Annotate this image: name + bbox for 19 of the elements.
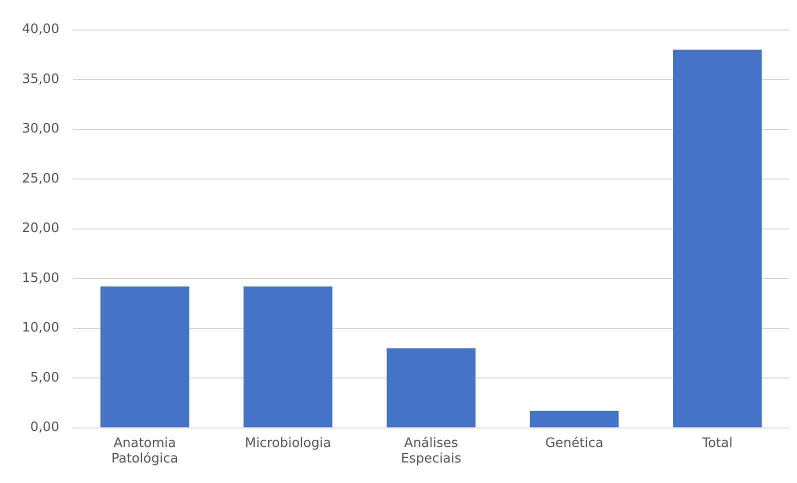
bar <box>100 286 190 428</box>
bar <box>244 286 332 428</box>
bar <box>673 50 762 428</box>
x-tick-label: Anatomia Patológica <box>111 436 178 467</box>
y-tick-label: 5,00 <box>30 370 60 386</box>
y-tick-label: 10,00 <box>22 320 60 336</box>
y-tick-label: 35,00 <box>22 72 60 87</box>
y-tick-label: 30,00 <box>22 122 60 137</box>
y-tick-label: 25,00 <box>22 171 60 186</box>
x-tick-label: Genética <box>545 436 604 451</box>
x-tick-label: Microbiologia <box>244 436 332 451</box>
bar <box>530 410 619 428</box>
bar <box>386 348 476 428</box>
y-tick-label: 15,00 <box>22 270 60 286</box>
y-tick-label: 0,00 <box>30 420 60 436</box>
x-tick-label: Análises Especiais <box>400 436 462 467</box>
x-tick-label: Total <box>701 436 733 451</box>
y-tick-label: 40,00 <box>22 22 60 38</box>
y-tick-label: 20,00 <box>22 221 60 236</box>
